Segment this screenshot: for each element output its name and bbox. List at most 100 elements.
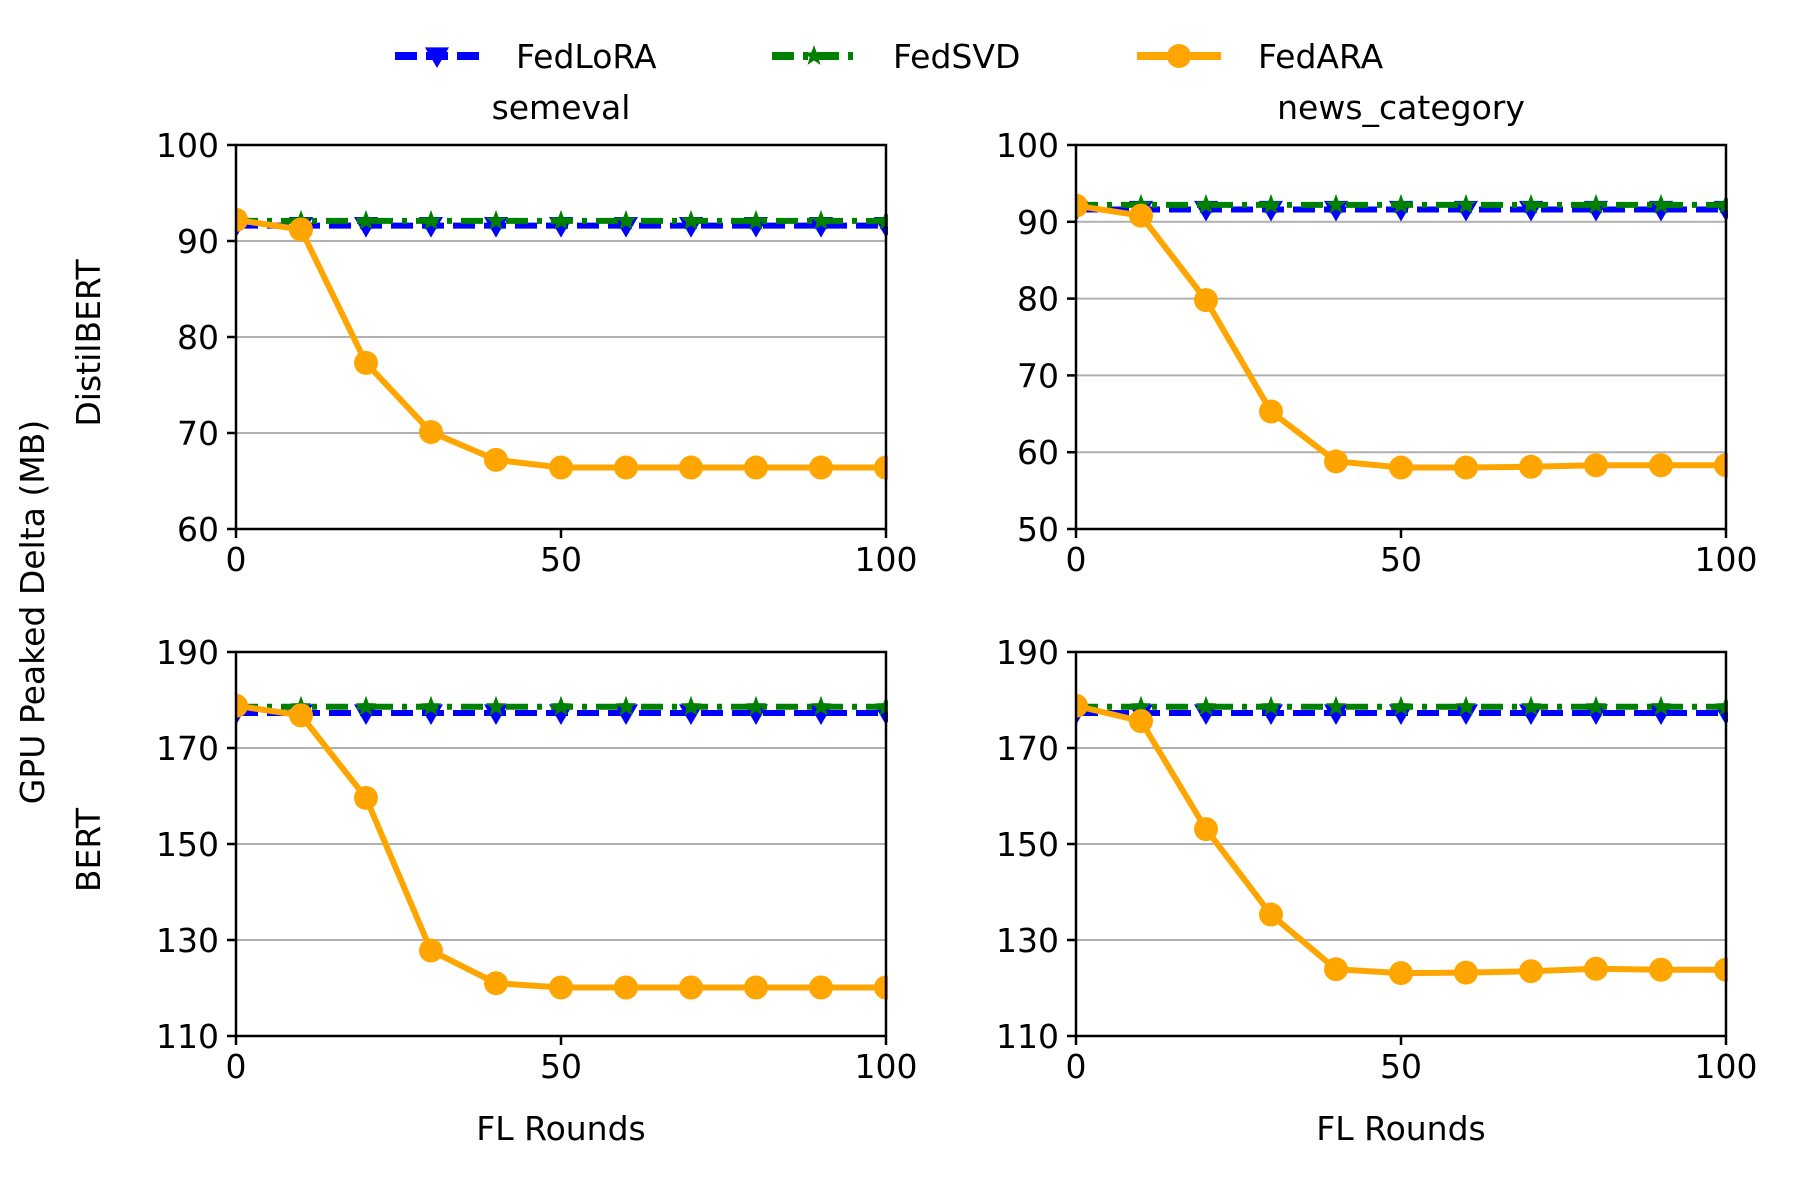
data-point-fedara	[874, 975, 888, 1000]
data-point-fedara	[679, 455, 703, 480]
series-fedara	[236, 693, 888, 1000]
data-point-fedara	[874, 455, 888, 480]
data-point-fedara	[1714, 957, 1728, 982]
data-point-fedara	[1259, 399, 1283, 424]
legend-label-fedlora: FedLoRA	[516, 37, 657, 76]
row-label-distilbert: DistilBERT	[69, 259, 108, 427]
data-point-fedsvd	[1585, 193, 1607, 214]
legend-label-fedara: FedARA	[1258, 37, 1384, 76]
data-point-fedara	[1454, 960, 1478, 985]
series-fedara	[236, 207, 888, 480]
data-point-fedara	[1519, 959, 1543, 984]
data-point-fedsvd	[615, 695, 637, 716]
data-point-fedsvd	[1260, 193, 1282, 214]
y-tick-label: 80	[177, 318, 219, 357]
row-label-bert: BERT	[69, 807, 108, 892]
data-point-fedara	[354, 350, 378, 375]
data-point-fedsvd	[485, 695, 507, 716]
data-point-fedara	[549, 455, 573, 480]
y-tick-label: 110	[996, 1017, 1059, 1056]
x-tick-label: 50	[540, 540, 582, 579]
data-point-fedsvd	[680, 209, 702, 230]
y-tick-label: 80	[1017, 280, 1059, 319]
data-point-fedara	[1649, 957, 1673, 982]
y-tick-label: 90	[1017, 203, 1059, 242]
x-tick-label: 50	[1380, 540, 1422, 579]
data-point-fedara	[289, 703, 313, 728]
data-point-fedsvd	[1455, 695, 1477, 716]
data-point-fedara	[1389, 455, 1413, 480]
y-tick-label: 190	[156, 633, 219, 672]
x-tick-label: 0	[226, 1047, 247, 1086]
subplot-title: news_category	[1277, 88, 1525, 127]
data-point-fedara	[419, 420, 443, 445]
data-point-fedsvd	[1130, 695, 1152, 716]
x-tick-label: 0	[1066, 540, 1087, 579]
x-tick-label: 50	[540, 1047, 582, 1086]
data-point-fedsvd	[745, 695, 767, 716]
data-point-fedara	[1389, 961, 1413, 986]
y-tick-label: 90	[177, 222, 219, 261]
data-point-fedsvd	[810, 209, 832, 230]
data-point-fedsvd	[1390, 695, 1412, 716]
data-point-fedara	[1649, 453, 1673, 478]
data-point-fedara	[1129, 709, 1153, 734]
data-point-fedara	[1324, 449, 1348, 474]
data-point-fedlora	[1324, 704, 1348, 725]
data-point-fedara	[1454, 455, 1478, 480]
data-point-fedsvd	[550, 209, 572, 230]
y-tick-label: 70	[1017, 356, 1059, 395]
data-point-fedara	[744, 455, 768, 480]
legend-marker-fedara	[1167, 44, 1191, 68]
data-point-fedsvd	[1585, 695, 1607, 716]
data-point-fedara	[484, 971, 508, 996]
legend-marker-fedsvd	[803, 45, 825, 65]
data-point-fedara	[1324, 957, 1348, 982]
data-point-fedlora	[1324, 200, 1348, 222]
data-point-fedsvd	[485, 209, 507, 230]
legend-label-fedsvd: FedSVD	[893, 37, 1020, 76]
data-point-fedara	[809, 975, 833, 1000]
data-point-fedara	[484, 447, 508, 472]
x-axis-label: FL Rounds	[1316, 1109, 1485, 1148]
data-point-fedara	[236, 207, 248, 232]
y-tick-label: 50	[1017, 510, 1059, 549]
subplot-r1c1-3: 110 130 150 170 190 0 50 100 FL Rounds	[996, 633, 1758, 1148]
data-point-fedlora	[484, 217, 508, 238]
data-point-fedsvd	[1520, 695, 1542, 716]
x-axis-label: FL Rounds	[476, 1109, 645, 1148]
legend-marker-fedlora	[425, 47, 449, 68]
x-tick-label: 100	[1695, 1047, 1758, 1086]
subplot-semeval-0: 60 70 80 90 100 0 50 100 semeval	[156, 88, 918, 579]
y-tick-label: 100	[156, 126, 219, 165]
y-tick-label: 60	[1017, 433, 1059, 472]
data-point-fedara	[1194, 817, 1218, 842]
data-point-fedara	[1519, 454, 1543, 479]
data-point-fedara	[354, 785, 378, 810]
x-tick-label: 0	[226, 540, 247, 579]
data-point-fedara	[549, 975, 573, 1000]
data-point-fedsvd	[355, 209, 377, 230]
data-point-fedara	[809, 455, 833, 480]
legend-entry-fedlora: FedLoRA	[395, 37, 657, 76]
legend-entry-fedara: FedARA	[1137, 37, 1384, 76]
data-point-fedlora	[484, 704, 508, 725]
data-point-fedara	[236, 693, 248, 718]
data-point-fedsvd	[1520, 193, 1542, 214]
y-tick-label: 70	[177, 414, 219, 453]
data-point-fedsvd	[550, 695, 572, 716]
data-point-fedara	[744, 975, 768, 1000]
data-point-fedara	[614, 975, 638, 1000]
x-tick-label: 50	[1380, 1047, 1422, 1086]
data-point-fedara	[1129, 203, 1153, 228]
y-tick-label: 130	[156, 921, 219, 960]
data-point-fedsvd	[1195, 193, 1217, 214]
x-tick-label: 100	[1695, 540, 1758, 579]
data-point-fedsvd	[1325, 695, 1347, 716]
data-point-fedsvd	[1455, 193, 1477, 214]
data-point-fedsvd	[615, 209, 637, 230]
data-point-fedara	[1076, 193, 1088, 218]
